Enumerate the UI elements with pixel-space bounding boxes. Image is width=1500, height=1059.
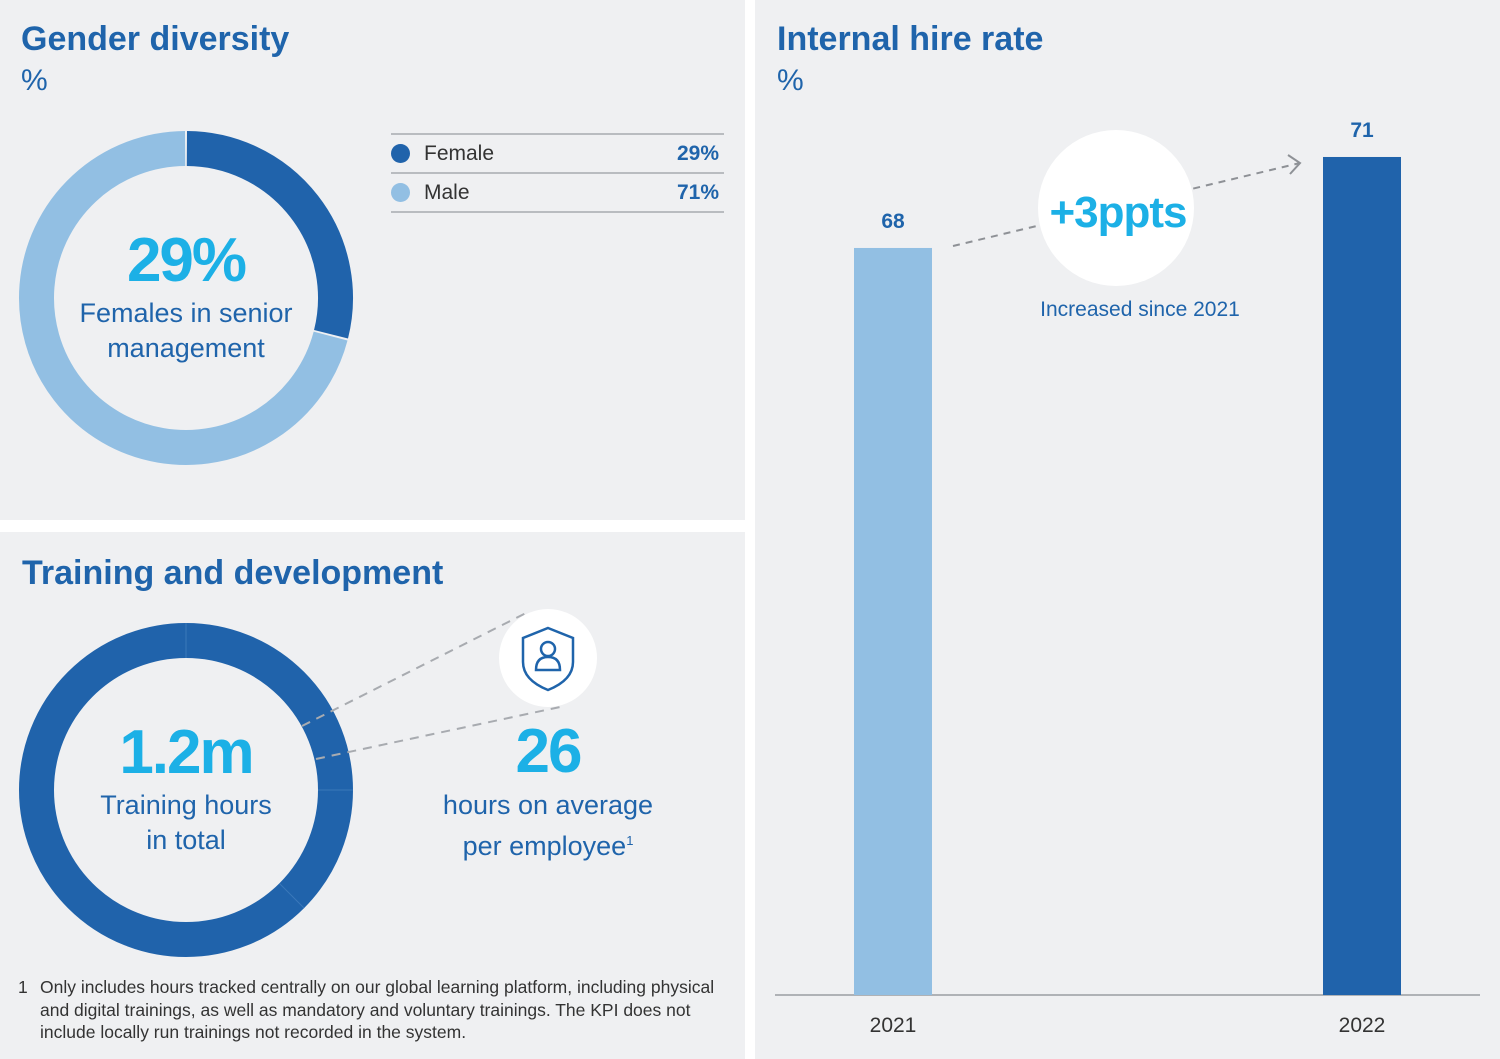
legend-value: 29% <box>676 141 719 165</box>
ring-seam <box>278 882 305 909</box>
bar-2022 <box>1323 156 1401 995</box>
donut-slice-male <box>19 131 348 465</box>
data-label-2021: 68 <box>881 210 905 233</box>
training-average: 26 hours on average per employee1 <box>398 716 698 864</box>
gender-center-label-2: management <box>107 333 265 363</box>
gender-diversity-panel: Gender diversity % 29% Females in senior… <box>0 0 745 520</box>
donut-slice-female <box>186 131 353 339</box>
footnote-mark: 1 <box>626 833 634 848</box>
training-avg-label-1: hours on average <box>442 790 654 820</box>
person-body-icon <box>534 655 562 672</box>
hire-callout-value: +3ppts <box>1049 188 1187 237</box>
arrow-head-icon <box>1287 154 1302 175</box>
callout-circle <box>1038 130 1194 286</box>
training-title: Training and development <box>22 554 444 592</box>
x-tick-label-2022: 2022 <box>1339 1014 1386 1037</box>
shield-person-icon <box>521 626 575 692</box>
footnote-text: Only includes hours tracked centrally on… <box>40 977 715 1042</box>
training-total-label-1: Training hours <box>100 790 272 820</box>
gender-title: Gender diversity <box>21 20 290 58</box>
legend-label: Male <box>424 180 470 204</box>
gender-legend: Female 29% Male 71% <box>391 133 724 213</box>
training-avg-value: 26 <box>515 717 583 786</box>
training-avg-label-2: per employee <box>462 831 627 861</box>
legend-item-female: Female 29% <box>391 133 724 172</box>
training-panel: Training and development <box>0 532 745 1059</box>
hire-title: Internal hire rate <box>777 20 1044 58</box>
gender-unit: % <box>21 64 48 97</box>
footnote: 1 Only includes hours tracked centrally … <box>18 976 730 1044</box>
gender-center: 29% Females in senior management <box>36 226 336 366</box>
x-tick-label-2021: 2021 <box>870 1014 917 1037</box>
connector-line <box>301 611 529 727</box>
training-center: 1.2m Training hours in total <box>36 718 336 858</box>
gender-donut <box>19 131 353 465</box>
internal-hire-panel: Internal hire rate % 68 2021 71 2022 +3ppts… <box>755 0 1500 1059</box>
legend-label: Female <box>424 141 495 165</box>
gender-center-value: 29% <box>126 226 247 295</box>
training-donut <box>19 609 597 957</box>
hire-bar-chart: 68 2021 71 2022 <box>775 119 1480 1037</box>
female-dot-icon <box>391 144 410 163</box>
training-total-value: 1.2m <box>119 718 254 787</box>
legend-value: 71% <box>676 180 719 204</box>
gender-center-label-1: Females in senior <box>79 298 293 328</box>
hire-callout-label: Increased since 2021 <box>1040 298 1240 321</box>
training-total-label-2: in total <box>146 825 226 855</box>
data-label-2022: 71 <box>1350 119 1374 142</box>
legend-item-male: Male 71% <box>391 172 724 213</box>
footnote-number: 1 <box>18 977 28 997</box>
hire-unit: % <box>777 64 804 97</box>
bar-2021 <box>854 247 932 995</box>
male-dot-icon <box>391 183 410 202</box>
